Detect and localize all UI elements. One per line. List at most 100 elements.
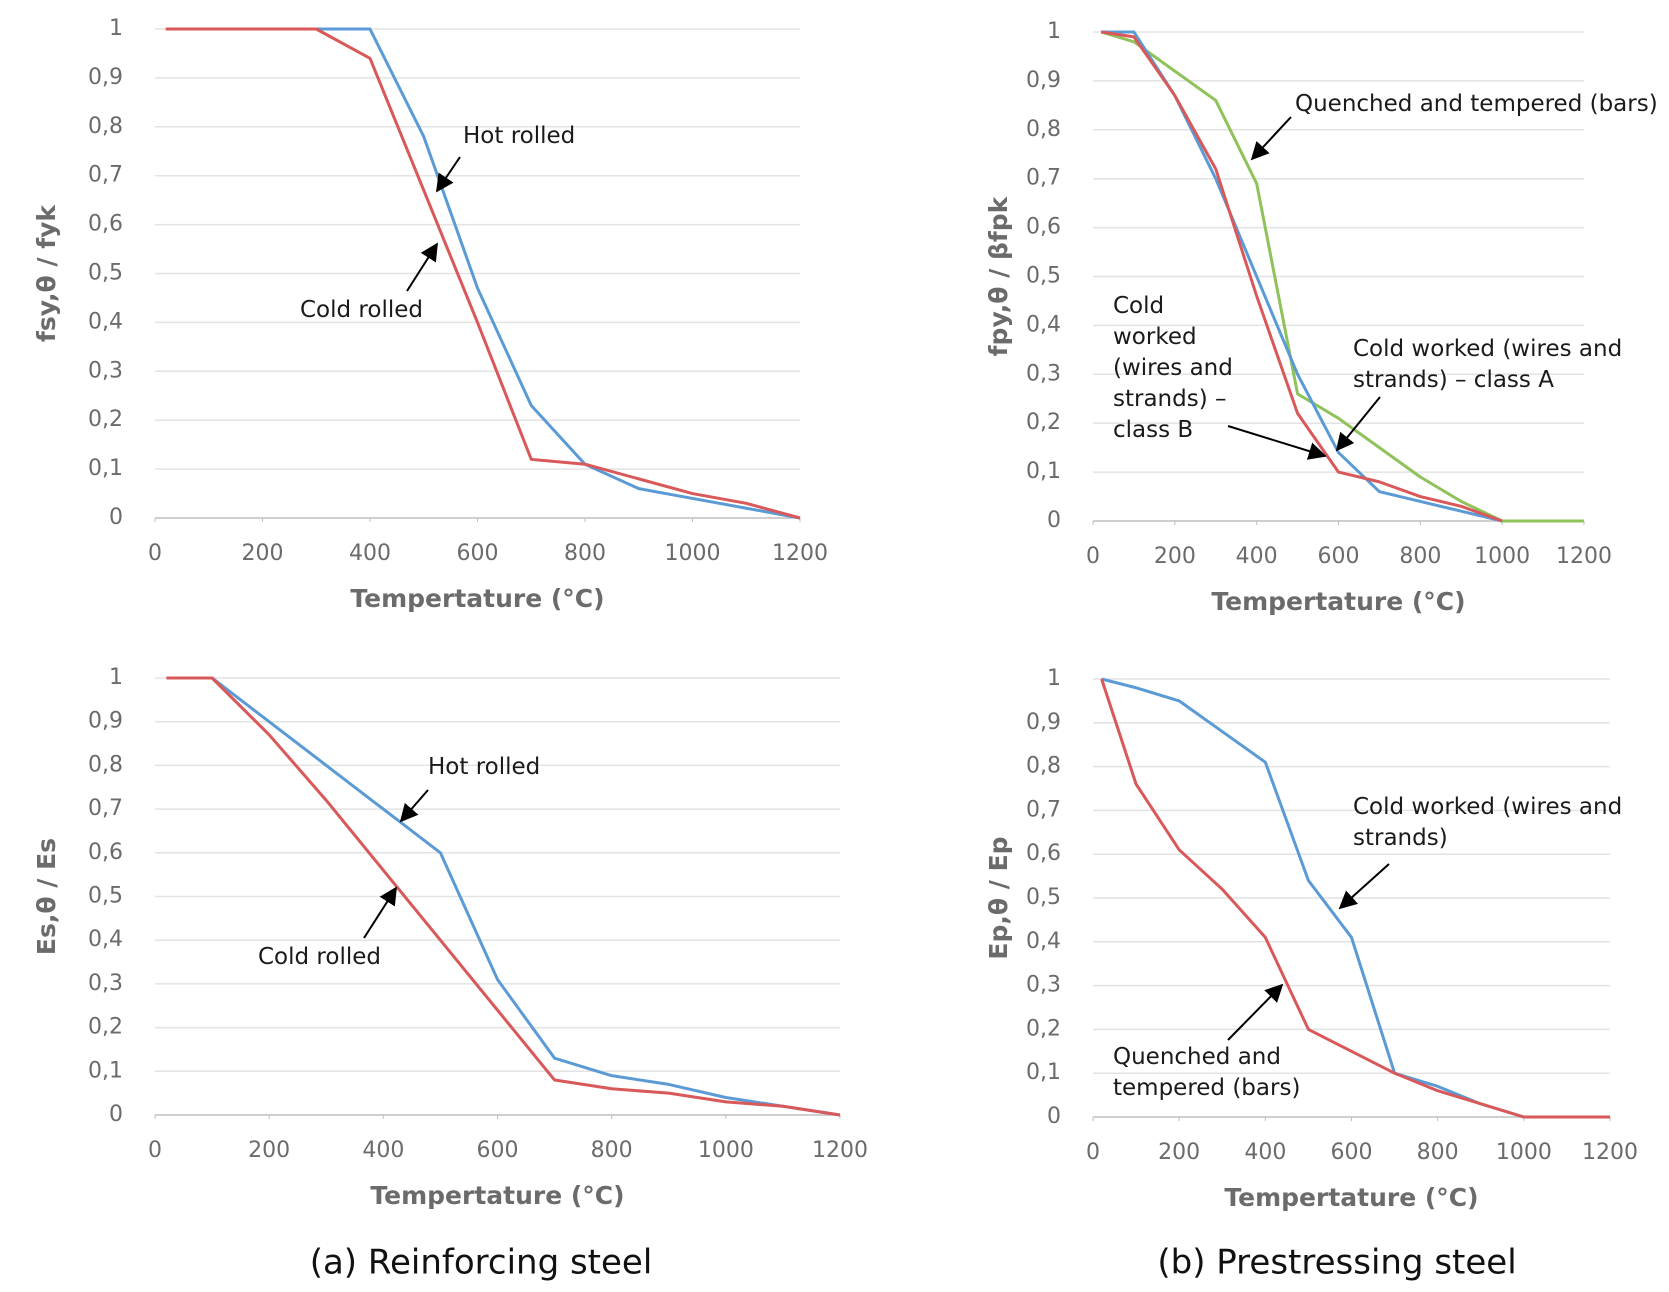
annotation-arrow	[1335, 396, 1381, 452]
y-tick-label: 0,6	[1026, 841, 1061, 866]
x-tick-label: 1000	[665, 541, 721, 566]
x-tick-label: 800	[1417, 1140, 1459, 1165]
x-tick-label: 600	[457, 541, 499, 566]
y-tick-label: 0,6	[1026, 215, 1061, 240]
annotation: Cold worked (wires and strands) – class …	[1353, 336, 1623, 393]
x-tick-label: 800	[564, 541, 606, 566]
y-tick-label: 0,4	[88, 927, 123, 952]
series-line	[166, 676, 841, 1117]
y-tick-label: 0,9	[1026, 68, 1061, 93]
annotation: Hot rolled	[428, 754, 541, 780]
y-tick-label: 1	[1047, 19, 1061, 44]
y-tick-label: 0,7	[88, 796, 123, 821]
y-tick-label: 0,5	[88, 884, 123, 909]
y-tick-label: 0,6	[88, 212, 123, 237]
annotation-arrow	[406, 242, 438, 292]
y-tick-label: 0,4	[88, 309, 123, 334]
y-tick-label: 0,7	[88, 163, 123, 188]
x-tick-label: 400	[349, 541, 391, 566]
caption: (a) Reinforcing steel	[310, 1243, 653, 1283]
y-tick-label: 0,2	[1026, 1016, 1061, 1041]
y-tick-label: 0,1	[88, 1058, 123, 1083]
y-tick-label: 0,5	[88, 261, 123, 286]
y-axis-label: Ep,θ / Ep	[984, 836, 1013, 959]
y-tick-label: 0,1	[1026, 459, 1061, 484]
x-tick-label: 1200	[812, 1138, 868, 1163]
y-tick-label: 0,4	[1026, 312, 1061, 337]
y-tick-label: 0,9	[1026, 710, 1061, 735]
y-tick-label: 0,2	[88, 1015, 123, 1040]
series-line	[165, 27, 801, 520]
x-tick-label: 1200	[1582, 1140, 1638, 1165]
annotation-arrow	[399, 789, 429, 823]
y-tick-label: 0,3	[1026, 973, 1061, 998]
x-tick-label: 600	[1318, 544, 1360, 569]
series-line	[1100, 30, 1584, 523]
y-tick-label: 0,1	[1026, 1060, 1061, 1085]
x-tick-label: 200	[1154, 544, 1196, 569]
y-tick-label: 0,5	[1026, 264, 1061, 289]
y-axis-label: Es,θ / Es	[32, 838, 61, 955]
x-tick-label: 1000	[1496, 1140, 1552, 1165]
annotation: Cold worked (wires and strands) – class …	[1113, 293, 1233, 443]
x-axis-label: Tempertature (°C)	[370, 1181, 624, 1210]
y-tick-label: 0,8	[88, 752, 123, 777]
y-axis-label: fsy,θ / fyk	[32, 204, 61, 342]
annotation-arrow	[1250, 116, 1292, 161]
annotation: Quenched and tempered (bars)	[1113, 1044, 1301, 1101]
series-line	[1100, 30, 1503, 523]
x-tick-label: 600	[1331, 1140, 1373, 1165]
y-tick-label: 0,7	[1026, 797, 1061, 822]
y-tick-label: 0,6	[88, 840, 123, 865]
x-tick-label: 1000	[698, 1138, 754, 1163]
x-tick-label: 0	[1086, 544, 1100, 569]
annotation: Quenched and tempered (bars)	[1295, 91, 1658, 117]
y-tick-label: 0	[109, 1102, 123, 1127]
y-tick-label: 1	[109, 665, 123, 690]
y-tick-label: 0,3	[88, 358, 123, 383]
y-tick-label: 0,7	[1026, 166, 1061, 191]
y-tick-label: 0	[1047, 1104, 1061, 1129]
annotation-arrow	[363, 886, 397, 939]
annotation: Cold worked (wires and strands)	[1353, 794, 1623, 851]
y-tick-label: 1	[109, 16, 123, 41]
y-tick-label: 0,2	[1026, 410, 1061, 435]
x-tick-label: 1000	[1474, 544, 1530, 569]
x-axis-label: Tempertature (°C)	[1224, 1183, 1478, 1212]
y-axis-label: fpy,θ / βfpk	[984, 195, 1013, 356]
series-line	[1100, 678, 1610, 1119]
y-tick-label: 0,4	[1026, 929, 1061, 954]
y-tick-label: 0,2	[88, 407, 123, 432]
annotation: Cold rolled	[300, 297, 423, 323]
y-tick-label: 0,9	[88, 709, 123, 734]
annotation-arrow	[1227, 425, 1327, 460]
x-tick-label: 400	[1236, 544, 1278, 569]
annotation-arrow	[435, 156, 461, 193]
annotation-arrow	[1338, 863, 1390, 910]
x-tick-label: 200	[1158, 1140, 1200, 1165]
y-tick-label: 0	[109, 505, 123, 530]
annotation: Cold rolled	[258, 944, 381, 970]
y-tick-label: 0,5	[1026, 885, 1061, 910]
x-tick-label: 200	[242, 541, 284, 566]
caption: (b) Prestressing steel	[1157, 1243, 1516, 1283]
y-tick-label: 0,3	[88, 971, 123, 996]
x-tick-label: 1200	[772, 541, 828, 566]
series-line	[166, 676, 841, 1117]
x-axis-label: Tempertature (°C)	[1211, 587, 1465, 616]
x-tick-label: 200	[248, 1138, 290, 1163]
y-tick-label: 1	[1047, 666, 1061, 691]
y-tick-label: 0	[1047, 508, 1061, 533]
x-tick-label: 0	[148, 1138, 162, 1163]
x-tick-label: 400	[362, 1138, 404, 1163]
x-tick-label: 0	[1086, 1140, 1100, 1165]
x-tick-label: 800	[591, 1138, 633, 1163]
x-tick-label: 400	[1244, 1140, 1286, 1165]
x-axis-label: Tempertature (°C)	[350, 584, 604, 613]
y-tick-label: 0,1	[88, 456, 123, 481]
y-tick-label: 0,8	[1026, 117, 1061, 142]
x-tick-label: 800	[1399, 544, 1441, 569]
x-tick-label: 0	[148, 541, 162, 566]
